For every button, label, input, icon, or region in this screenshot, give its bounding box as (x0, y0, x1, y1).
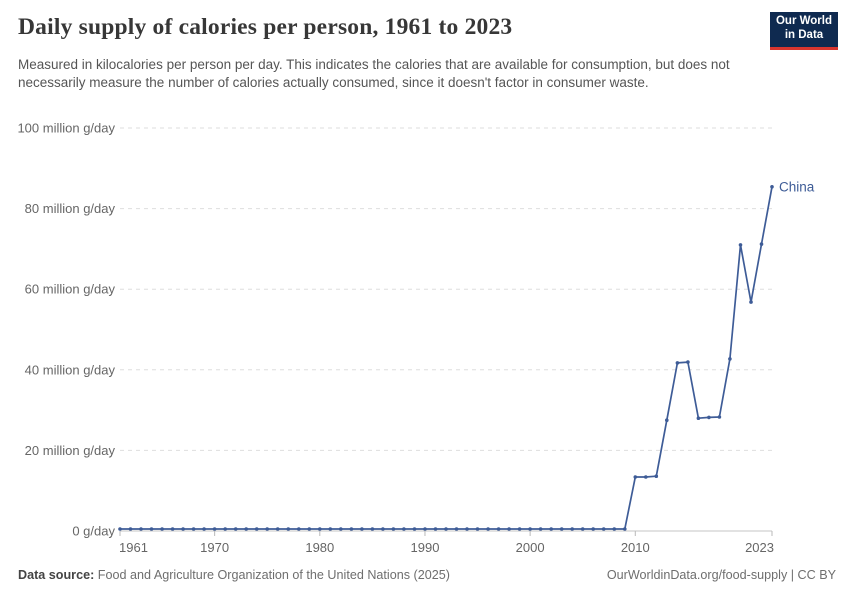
data-point (160, 527, 164, 531)
x-axis-label: 1961 (119, 540, 148, 555)
footer-credit: OurWorldinData.org/food-supply | CC BY (606, 568, 836, 582)
data-point (454, 527, 459, 531)
data-point (170, 527, 175, 531)
data-point (749, 300, 753, 304)
owid-logo-line2: in Data (784, 28, 824, 41)
data-point (465, 527, 469, 531)
data-point (549, 527, 553, 531)
data-point (759, 242, 764, 246)
data-point (202, 527, 206, 531)
data-point (665, 418, 669, 423)
data-point (507, 527, 511, 531)
owid-logo: Our World in Data (770, 12, 838, 50)
data-point (381, 527, 385, 531)
data-point (244, 527, 248, 531)
data-point (717, 415, 722, 419)
y-axis-label: 0 g/day (72, 524, 115, 539)
data-point (423, 527, 427, 531)
data-point (318, 527, 322, 531)
series-label: China (779, 179, 815, 194)
data-point (233, 527, 238, 531)
data-point (391, 527, 396, 531)
data-point (559, 527, 564, 531)
data-point (297, 527, 301, 531)
data-point (686, 360, 690, 364)
data-point (570, 527, 574, 531)
data-point (402, 527, 406, 531)
data-point (612, 527, 617, 531)
owid-logo-line1: Our World (775, 15, 832, 27)
data-point (360, 527, 364, 531)
data-point (265, 527, 270, 531)
data-point (623, 527, 627, 531)
data-point (191, 527, 196, 531)
data-point (696, 416, 701, 421)
data-point (339, 527, 343, 531)
data-point (728, 357, 732, 361)
chart-footer: Data source: Food and Agriculture Organi… (18, 568, 836, 582)
chart-title: Daily supply of calories per person, 196… (18, 14, 513, 40)
data-point (412, 527, 417, 531)
y-axis-label: 20 million g/day (25, 443, 116, 458)
data-point (496, 527, 501, 531)
data-source-text: Food and Agriculture Organization of the… (97, 568, 450, 582)
data-point (370, 527, 375, 531)
x-axis-label: 2010 (621, 540, 650, 555)
data-source-label: Data source: (18, 568, 95, 582)
data-point (286, 527, 291, 531)
y-axis-label: 80 million g/day (25, 201, 116, 216)
data-point (591, 527, 595, 531)
data-point (212, 527, 217, 531)
data-point (770, 185, 774, 189)
data-point (307, 527, 312, 531)
data-point (118, 527, 122, 531)
data-point (444, 527, 448, 531)
data-point (675, 361, 680, 365)
x-axis-label: 1990 (411, 540, 440, 555)
data-point (328, 527, 333, 531)
data-point (475, 527, 480, 531)
chart-subtitle: Measured in kilocalories per person per … (18, 57, 730, 90)
data-point (654, 474, 659, 479)
data-point (528, 527, 532, 531)
data-point (181, 527, 185, 531)
data-point (738, 243, 743, 247)
china-line (120, 186, 773, 530)
data-point (644, 475, 648, 479)
data-point (149, 527, 154, 531)
y-axis-label: 40 million g/day (25, 362, 116, 377)
data-point (349, 527, 354, 531)
x-axis-label: 1970 (200, 540, 229, 555)
data-point (223, 527, 227, 531)
data-point (128, 527, 133, 531)
data-point (275, 527, 280, 531)
data-point (580, 527, 585, 531)
data-point (517, 527, 522, 531)
y-axis-label: 100 million g/day (17, 121, 115, 136)
data-point (433, 527, 438, 531)
x-axis-label: 2023 (745, 540, 774, 555)
y-axis-label: 60 million g/day (25, 282, 116, 297)
data-source: Data source: Food and Agriculture Organi… (18, 568, 450, 582)
data-point (601, 527, 606, 531)
x-axis-label: 2000 (516, 540, 545, 555)
data-point (486, 527, 490, 531)
data-point (139, 527, 143, 531)
data-point (538, 527, 543, 531)
data-point (254, 527, 259, 531)
x-axis-label: 1980 (305, 540, 334, 555)
data-point (707, 415, 711, 420)
data-point (633, 475, 638, 479)
